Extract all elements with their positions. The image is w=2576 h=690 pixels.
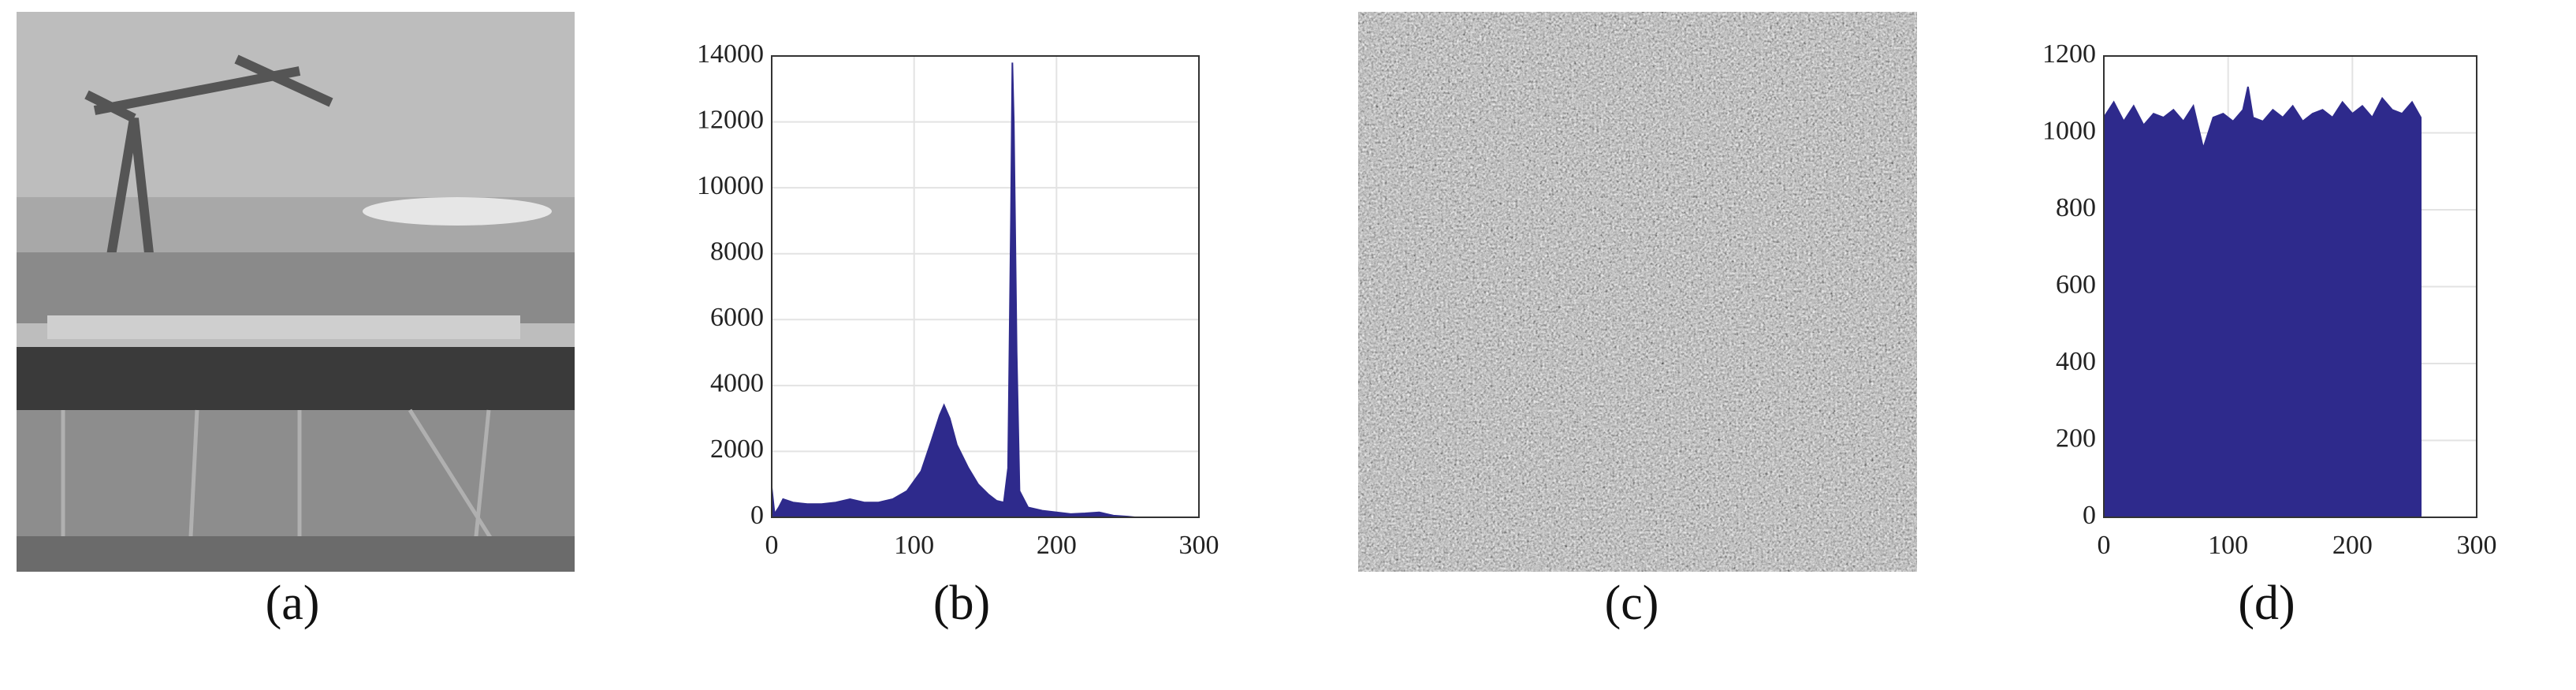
y-tick-label: 8000 xyxy=(710,237,764,267)
caption: (c) xyxy=(1605,576,1659,630)
x-tick-label: 0 xyxy=(765,531,779,560)
x-tick-label: 0 xyxy=(2098,531,2111,560)
histogram-area xyxy=(771,62,1135,518)
x-tick-label: 300 xyxy=(2457,531,2497,560)
x-tick-label: 100 xyxy=(894,531,934,560)
y-tick-label: 12000 xyxy=(697,105,764,134)
y-tick-label: 800 xyxy=(2056,193,2096,222)
axes-box xyxy=(771,55,1200,518)
x-tick-label: 200 xyxy=(2332,531,2373,560)
y-tick-label: 1000 xyxy=(2042,116,2096,145)
x-tick-label: 100 xyxy=(2208,531,2248,560)
noise-image xyxy=(1358,12,1917,572)
histogram-area xyxy=(2103,86,2422,518)
caption: (d) xyxy=(2238,576,2295,630)
y-tick-label: 6000 xyxy=(710,303,764,332)
x-tick-label: 200 xyxy=(1037,531,1077,560)
y-tick-label: 10000 xyxy=(697,171,764,200)
y-tick-label: 400 xyxy=(2056,347,2096,376)
y-tick-label: 200 xyxy=(2056,423,2096,453)
caption: (a) xyxy=(266,576,320,630)
x-tick-label: 300 xyxy=(1179,531,1219,560)
y-tick-label: 1200 xyxy=(2042,39,2096,69)
y-tick-label: 0 xyxy=(2083,501,2096,530)
y-tick-label: 14000 xyxy=(697,39,764,69)
axes-box xyxy=(2103,55,2477,518)
y-tick-label: 600 xyxy=(2056,270,2096,299)
y-tick-label: 2000 xyxy=(710,435,764,464)
y-tick-label: 0 xyxy=(750,501,764,530)
caption: (b) xyxy=(933,576,990,630)
harbor-image xyxy=(17,12,575,572)
y-tick-label: 4000 xyxy=(710,369,764,398)
plot-area xyxy=(772,56,1199,517)
